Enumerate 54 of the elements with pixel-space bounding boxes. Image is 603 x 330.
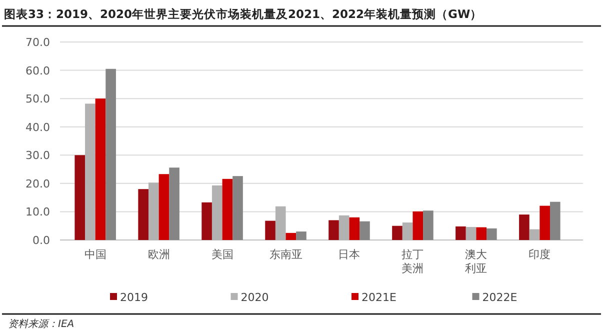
bar [476, 227, 487, 240]
bar [148, 182, 159, 240]
bar [338, 215, 350, 240]
bar [286, 232, 296, 240]
legend-label: 2021E [362, 291, 396, 304]
y-tick-label: 50.0 [26, 92, 50, 106]
bar [360, 221, 370, 240]
y-tick-label: 20.0 [26, 177, 50, 190]
bar [402, 222, 413, 240]
bar [85, 104, 96, 240]
x-tick-label: 美国 [211, 248, 234, 261]
text: 资料来源：IEA [8, 318, 74, 330]
bar [275, 206, 286, 240]
x-tick-label: 欧洲 [148, 248, 170, 261]
y-tick-label: 30.0 [26, 149, 50, 162]
bar [519, 214, 530, 240]
x-tick-label: 中国 [84, 248, 106, 261]
bar [550, 202, 560, 240]
x-tick-label: 日本 [338, 248, 360, 261]
bar [486, 228, 497, 240]
legend-label: 2020 [240, 291, 269, 304]
bar [222, 178, 233, 240]
legend-label: 2019 [120, 291, 148, 304]
x-tick-label: 东南亚 [269, 248, 302, 261]
bar [423, 210, 434, 240]
bar [169, 168, 180, 240]
bar [212, 185, 222, 240]
bar [540, 206, 550, 240]
x-tick-label: 拉丁美洲 [402, 248, 424, 275]
bar [232, 176, 243, 240]
legend-label: 2022E [482, 291, 518, 304]
bar [296, 232, 306, 240]
bar [466, 226, 476, 240]
bar [106, 68, 116, 240]
bar [456, 226, 466, 240]
y-tick-label: 40.0 [26, 120, 50, 134]
y-tick-label: 60.0 [26, 64, 50, 78]
bar [74, 155, 86, 240]
bar [328, 220, 339, 240]
y-tick-label: 0.0 [32, 234, 50, 247]
bar [392, 226, 402, 240]
bar [349, 217, 360, 240]
x-tick-label: 印度 [528, 248, 551, 261]
bar [138, 189, 148, 240]
y-tick-label: 70.0 [26, 36, 50, 49]
y-tick-label: 10.0 [26, 206, 50, 219]
bar [265, 220, 276, 240]
bar [202, 202, 212, 240]
chart-title: 图表33：2019、2020年世界主要光伏市场装机量及2021、2022年装机量预测（GW） [4, 7, 482, 21]
x-tick-label: 澳大利亚 [465, 248, 488, 275]
bar [529, 229, 540, 240]
bar [95, 98, 106, 240]
bar [158, 174, 170, 240]
bar [412, 211, 424, 240]
